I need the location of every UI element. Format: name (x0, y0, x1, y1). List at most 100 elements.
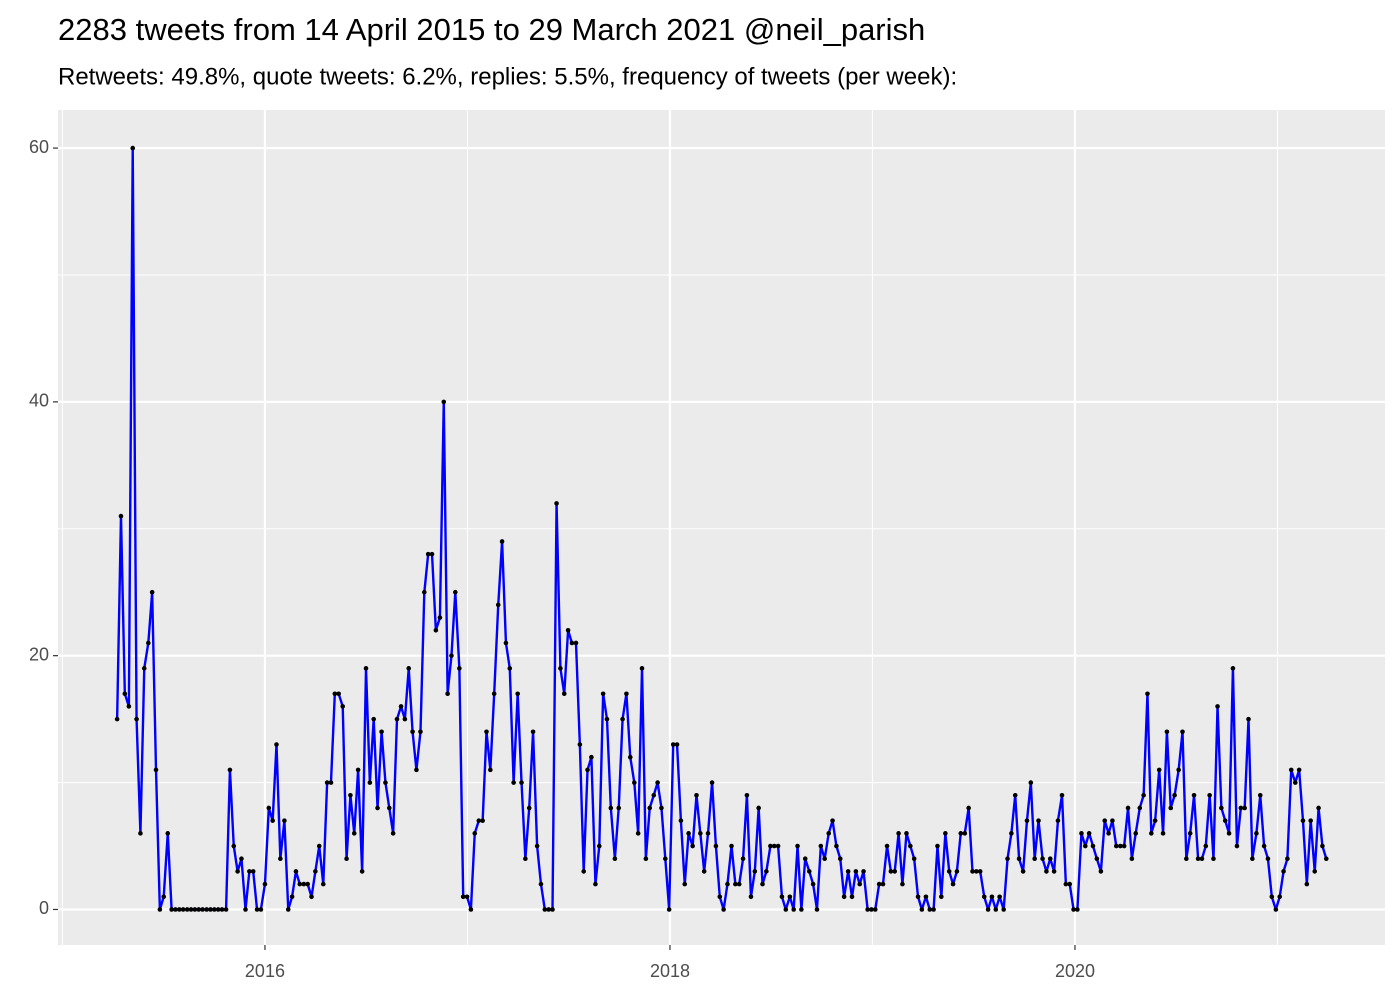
data-point (674, 742, 680, 747)
data-point (386, 805, 392, 811)
data-point (394, 716, 400, 722)
data-point (1152, 818, 1158, 823)
data-point (1242, 805, 1247, 811)
data-point (425, 551, 431, 557)
data-point (499, 539, 505, 544)
data-point (1273, 907, 1279, 912)
data-point (1137, 805, 1143, 811)
data-point (293, 869, 299, 874)
data-point (740, 856, 746, 862)
data-point (686, 831, 691, 836)
data-point (390, 831, 396, 836)
data-point (1176, 767, 1181, 773)
data-line (115, 146, 1328, 911)
x-tick-label: 2018 (650, 961, 690, 981)
data-point (239, 856, 244, 862)
data-point (476, 818, 482, 823)
data-point (204, 907, 209, 912)
data-point (1300, 818, 1306, 823)
data-point (841, 894, 847, 900)
x-tick-label: 2016 (245, 961, 285, 981)
data-point (515, 691, 520, 697)
data-point (243, 907, 248, 912)
data-point (511, 780, 516, 785)
data-point (414, 767, 419, 773)
data-point (398, 704, 404, 709)
data-point (558, 666, 563, 671)
data-point (908, 843, 913, 849)
chart-title: 2283 tweets from 14 April 2015 to 29 Mar… (58, 12, 925, 47)
data-point (297, 881, 303, 887)
data-point (655, 780, 660, 785)
data-point (138, 831, 143, 836)
data-point (406, 666, 412, 671)
data-point (1230, 666, 1236, 671)
data-point (324, 780, 330, 785)
data-point (1121, 843, 1127, 849)
data-point (402, 716, 408, 722)
data-point (161, 894, 167, 900)
data-point (931, 907, 936, 912)
data-point (1009, 831, 1014, 836)
data-point (464, 894, 470, 900)
data-point (1211, 856, 1216, 862)
data-point (760, 881, 765, 887)
data-point (985, 907, 991, 912)
data-point (355, 767, 361, 773)
data-point (565, 627, 571, 633)
data-point (744, 792, 750, 798)
data-point (313, 869, 318, 874)
data-point (977, 869, 983, 874)
data-point (192, 907, 198, 912)
data-point (853, 869, 859, 874)
data-point (946, 869, 952, 874)
data-point (799, 907, 804, 912)
data-point (764, 869, 769, 874)
data-point (1075, 907, 1080, 912)
data-point (826, 831, 832, 836)
data-point (935, 843, 940, 849)
data-point (258, 907, 264, 912)
data-point (717, 894, 723, 900)
y-tick-label: 20 (29, 644, 49, 664)
data-point (1082, 843, 1088, 849)
data-point (379, 729, 384, 735)
data-point (223, 907, 229, 912)
data-point (328, 780, 334, 785)
data-point (849, 894, 855, 900)
data-point (954, 869, 960, 874)
data-point (1079, 831, 1084, 836)
data-point (927, 907, 933, 912)
data-point (488, 767, 493, 773)
data-point (643, 856, 649, 862)
data-point (970, 869, 975, 874)
data-point (873, 907, 878, 912)
data-point (756, 805, 761, 811)
data-point (1308, 818, 1313, 823)
data-point (705, 831, 711, 836)
data-point (340, 704, 346, 709)
data-point (1219, 805, 1224, 811)
data-point (130, 145, 136, 151)
data-point (1047, 856, 1053, 862)
data-point (962, 831, 968, 836)
data-point (472, 831, 478, 836)
data-point (1320, 843, 1325, 849)
data-point (950, 881, 956, 887)
data-point (1118, 843, 1123, 849)
data-point (810, 881, 816, 887)
data-point (1281, 869, 1286, 874)
data-point (861, 869, 866, 874)
data-point (768, 843, 773, 849)
data-point (215, 907, 221, 912)
data-point (266, 805, 272, 811)
data-point (122, 691, 128, 697)
data-point (802, 856, 808, 862)
data-point (118, 513, 124, 519)
data-point (262, 881, 268, 887)
data-point (569, 640, 575, 646)
data-point (1040, 856, 1045, 862)
data-point (647, 805, 653, 811)
data-point (196, 907, 202, 912)
data-point (733, 881, 738, 887)
